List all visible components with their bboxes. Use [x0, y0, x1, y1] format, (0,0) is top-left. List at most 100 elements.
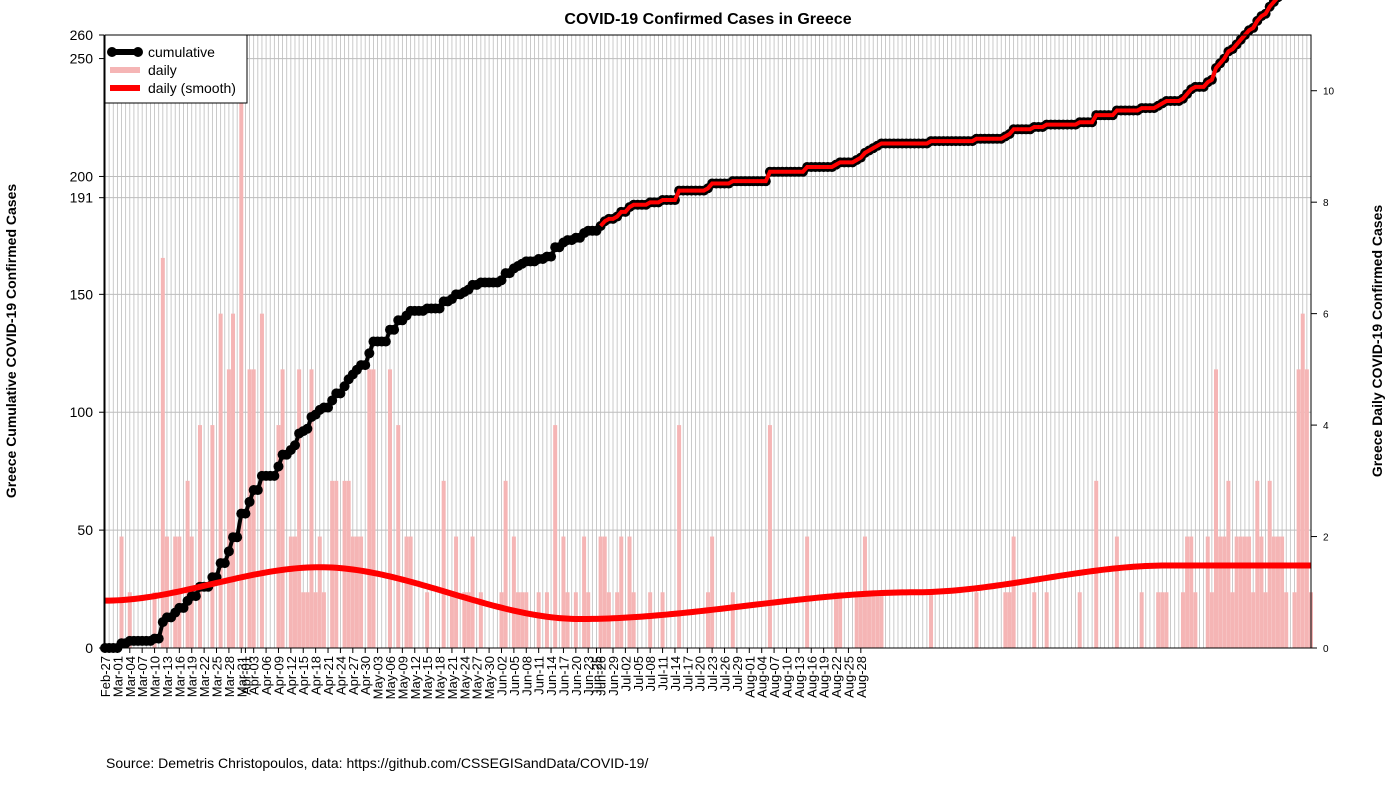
x-tick-label: Aug-10 — [779, 656, 794, 698]
cumulative-point — [273, 461, 284, 472]
x-tick-label: May-12 — [408, 656, 423, 699]
daily-bar — [619, 536, 624, 648]
daily-bar — [342, 480, 347, 648]
daily-bar — [602, 536, 607, 648]
daily-bar — [516, 592, 521, 648]
daily-bar — [1300, 313, 1305, 648]
daily-bar — [1164, 592, 1169, 648]
daily-bar — [660, 592, 665, 648]
daily-bar — [1251, 592, 1256, 648]
daily-bar — [1156, 592, 1161, 648]
daily-bar — [1230, 592, 1235, 648]
daily-bar — [648, 592, 653, 648]
x-tick-label: Apr-06 — [259, 656, 274, 695]
x-tick-label: Jul-11 — [656, 656, 671, 690]
daily-bar — [127, 592, 132, 648]
daily-bar — [767, 425, 772, 648]
x-tick-label: Jul-14 — [668, 656, 683, 691]
x-tick-label: May-21 — [445, 656, 460, 699]
daily-bar — [1044, 592, 1049, 648]
right-tick-label: 2 — [1323, 533, 1329, 544]
x-tick-label: Apr-03 — [247, 656, 262, 695]
x-tick-label: Apr-01 — [238, 656, 253, 695]
x-tick-label: Jun-11 — [532, 656, 547, 695]
x-tick-label: Aug-07 — [767, 656, 782, 698]
x-tick-label: Apr-21 — [321, 656, 336, 695]
daily-bar — [1242, 536, 1247, 648]
daily-bar — [449, 592, 454, 648]
x-tick-label: Aug-13 — [792, 656, 807, 698]
x-tick-label: Mar-25 — [210, 656, 225, 697]
x-tick-label: Jul-02 — [618, 656, 633, 691]
daily-bar — [511, 536, 516, 648]
right-tick-label: 8 — [1323, 198, 1329, 209]
cumulative-point — [252, 485, 263, 496]
x-tick-label: Jun-17 — [556, 656, 571, 696]
cumulative-overlay — [599, 0, 1279, 228]
daily-bar — [834, 592, 839, 648]
left-tick-label: 260 — [70, 27, 94, 43]
daily-bar — [1263, 592, 1268, 648]
cumulative-point — [219, 558, 230, 569]
right-tick-label: 4 — [1323, 421, 1329, 432]
daily-bar — [1011, 536, 1016, 648]
legend-cumulative-label: cumulative — [148, 44, 215, 60]
daily-bar — [730, 592, 735, 648]
daily-bar — [710, 536, 715, 648]
daily-bar — [553, 425, 558, 648]
daily-bar — [929, 592, 934, 648]
daily-bar — [1280, 536, 1285, 648]
daily-bar — [247, 369, 252, 648]
x-tick-label: May-18 — [433, 656, 448, 699]
daily-bar — [1003, 592, 1008, 648]
daily-bar — [231, 313, 236, 648]
daily-bar — [470, 536, 475, 648]
daily-bar — [1275, 536, 1280, 648]
x-tick-label: Apr-18 — [309, 656, 324, 695]
x-tick-label: Jun-20 — [569, 656, 584, 696]
daily-bar — [301, 592, 306, 648]
daily-bar — [160, 257, 165, 648]
left-tick-label: 191 — [70, 190, 94, 206]
daily-bar — [879, 592, 884, 648]
daily-bar — [276, 425, 281, 648]
x-tick-label: Apr-09 — [271, 656, 286, 695]
daily-bar — [359, 536, 364, 648]
x-tick-label: Jul-23 — [705, 656, 720, 691]
x-tick-label: Feb-27 — [98, 656, 113, 697]
daily-bar — [1032, 592, 1037, 648]
left-tick-label: 50 — [77, 522, 93, 538]
x-tick-label: May-24 — [457, 656, 472, 699]
cumulative-point — [153, 633, 164, 644]
right-tick-label: 6 — [1323, 310, 1329, 321]
daily-bar — [1185, 536, 1190, 648]
daily-bar — [288, 536, 293, 648]
x-tick-label: Mar-01 — [110, 656, 125, 697]
x-tick-label: Mar-22 — [197, 656, 212, 697]
daily-bar — [838, 592, 843, 648]
daily-bar — [1214, 369, 1219, 648]
x-tick-label: Jul-08 — [643, 656, 658, 691]
right-tick-label: 0 — [1323, 644, 1329, 655]
x-tick-label: Aug-22 — [829, 656, 844, 698]
daily-bar — [210, 425, 215, 648]
daily-bar — [466, 592, 471, 648]
daily-bar — [354, 536, 359, 648]
daily-bar — [478, 592, 483, 648]
cumulative-point — [289, 440, 300, 451]
x-tick-label: Aug-01 — [742, 656, 757, 698]
x-tick-label: Jun-29 — [606, 656, 621, 696]
daily-bar — [309, 369, 314, 648]
cumulative-point — [360, 360, 371, 371]
source-note: Source: Demetris Christopoulos, data: ht… — [106, 755, 648, 771]
x-tick-label: Jul-05 — [631, 656, 646, 691]
daily-bar — [1180, 592, 1185, 648]
daily-bar — [152, 592, 157, 648]
chart-title: COVID-19 Confirmed Cases in Greece — [564, 11, 851, 28]
x-tick-label: Mar-10 — [148, 656, 163, 697]
daily-bar — [805, 536, 810, 648]
x-tick-label: Apr-27 — [346, 656, 361, 695]
right-axis: 0 2 4 6 8 10 — [1311, 87, 1335, 655]
daily-bar — [1238, 536, 1243, 648]
cumulative-point — [269, 470, 280, 481]
